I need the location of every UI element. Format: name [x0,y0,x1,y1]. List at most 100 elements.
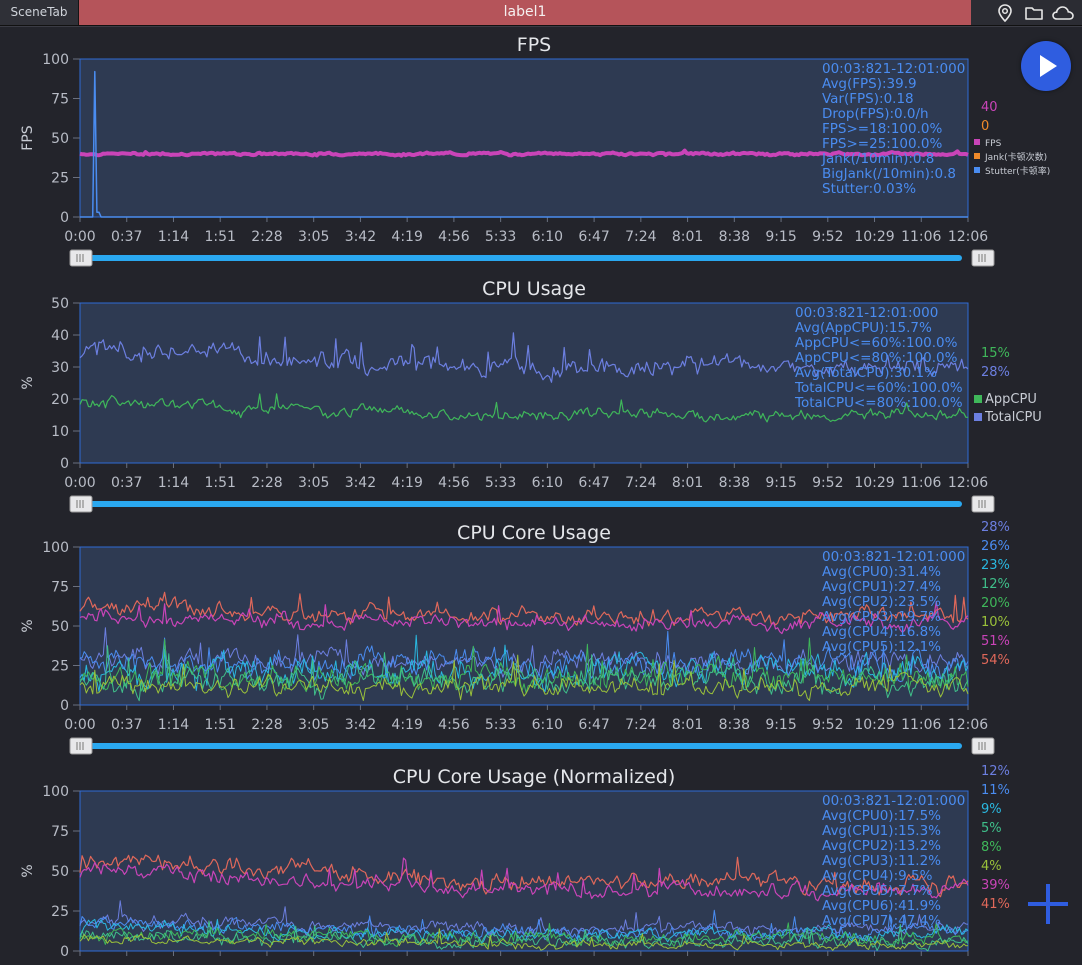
cloud-icon[interactable] [1051,3,1075,23]
x-tick-label: 0:37 [111,717,142,733]
current-value: 26% [981,539,1010,554]
range-slider-end-handle[interactable] [971,495,995,513]
play-icon [1040,55,1057,77]
location-pin-icon[interactable] [995,3,1015,23]
x-tick-label: 6:10 [532,229,563,245]
play-button[interactable] [1021,41,1071,91]
x-tick-label: 8:01 [672,717,703,733]
y-tick-label: 30 [51,360,69,376]
series-line-cpu5 [79,928,969,951]
label-tab[interactable]: label1 [79,0,971,25]
x-tick-label: 0:00 [64,475,95,491]
current-value: 39% [981,878,1010,893]
x-tick-label: 1:14 [158,229,190,245]
stat-line: 00:03:821-12:01:000 [822,793,965,809]
stat-line: FPS>=25:100.0% [822,136,942,152]
y-axis-label: % [20,376,36,389]
series-line-cpu3 [79,920,969,952]
current-value: 4% [981,859,1002,874]
x-tick-label: 3:05 [298,475,329,491]
range-slider-start-handle[interactable] [69,495,93,513]
chart-panel-0: FPS FPS 0 25 50 75 100 0:00 0:37 1:14 1:51 2:28 3:05… [20,34,1050,267]
x-tick-label: 1:51 [204,717,235,733]
range-slider-track[interactable] [86,255,962,261]
y-tick-label: 50 [51,864,69,880]
range-slider-start-handle[interactable] [69,249,93,267]
x-tick-label: 3:42 [345,475,376,491]
x-tick-label: 9:15 [765,229,796,245]
stat-line: Avg(CPU2):23.5% [822,594,941,610]
x-tick-label: 3:42 [345,717,376,733]
y-tick-label: 40 [51,328,69,344]
x-tick-label: 1:51 [204,229,235,245]
x-tick-label: 10:29 [854,229,894,245]
x-tick-label: 4:56 [438,475,470,491]
range-slider-end-handle[interactable] [971,737,995,755]
x-tick-label: 9:52 [812,475,843,491]
legend-swatch [974,139,980,145]
add-chart-button[interactable] [1025,881,1071,927]
range-slider-track[interactable] [86,743,962,749]
x-tick-label: 10:29 [854,717,894,733]
x-tick-label: 1:14 [158,717,190,733]
y-tick-label: 0 [60,698,69,714]
stat-line: Avg(CPU5):12.1% [822,639,941,655]
x-tick-label: 4:19 [391,229,422,245]
x-tick-label: 12:06 [948,475,988,491]
stat-line: 00:03:821-12:01:000 [822,549,965,565]
current-value: 54% [981,653,1010,668]
chart-panel-1: CPU Usage% 0 10 20 30 40 50 0:00 0:37 1:14 1:51 2:2… [20,278,1042,513]
y-tick-label: 50 [51,131,69,147]
y-tick-label: 10 [51,424,69,440]
x-tick-label: 2:28 [251,475,282,491]
stat-line: Avg(CPU6):41.9% [822,898,941,914]
current-value: 23% [981,558,1010,573]
x-tick-label: 1:51 [204,475,235,491]
x-tick-label: 10:29 [854,475,894,491]
current-value: 51% [981,634,1010,649]
chart-title: CPU Core Usage (Normalized) [393,766,676,788]
series-line-cpu3 [79,645,969,702]
x-tick-label: 8:01 [672,475,703,491]
stat-line: Avg(CPU5):7.7% [822,883,933,899]
x-tick-label: 8:38 [719,717,750,733]
x-tick-label: 4:56 [438,229,470,245]
range-slider-track[interactable] [86,501,962,507]
folder-icon[interactable] [1024,3,1044,23]
stat-line: Jank(/10min):0.8 [821,151,934,167]
x-tick-label: 8:38 [719,229,750,245]
x-tick-label: 6:10 [532,475,563,491]
stat-line: Stutter:0.03% [822,181,916,197]
stat-line: Avg(CPU4):9.5% [822,868,933,884]
x-tick-label: 12:06 [948,717,988,733]
y-tick-label: 20 [51,392,69,408]
x-tick-label: 9:15 [765,475,796,491]
scene-tab[interactable]: SceneTab [0,0,79,25]
current-value: 0 [981,119,989,134]
y-tick-label: 25 [51,904,69,920]
x-tick-label: 9:52 [812,229,843,245]
x-tick-label: 11:06 [901,475,941,491]
range-slider-start-handle[interactable] [69,737,93,755]
x-tick-label: 8:01 [672,229,703,245]
stat-line: TotalCPU<=80%:100.0% [794,395,963,411]
legend-swatch [974,395,982,403]
chart-panel-3: CPU Core Usage (Normalized)%02550751000:… [20,764,1010,965]
plot-area [79,58,969,218]
x-tick-label: 11:06 [901,229,941,245]
range-slider-end-handle[interactable] [971,249,995,267]
current-value: 12% [981,764,1010,779]
current-value: 10% [981,615,1010,630]
series-line-appcpu [79,393,968,423]
y-tick-label: 100 [42,784,69,800]
stat-line: Var(FPS):0.18 [822,91,914,107]
y-tick-label: 75 [51,92,69,108]
series-line-cpu6 [79,857,969,902]
x-tick-label: 0:00 [64,229,95,245]
series-line-cpu4 [79,922,969,948]
stat-line: TotalCPU<=60%:100.0% [794,380,963,396]
current-value: 12% [981,577,1010,592]
x-tick-label: 9:52 [812,717,843,733]
chart-title: CPU Core Usage [457,522,611,544]
